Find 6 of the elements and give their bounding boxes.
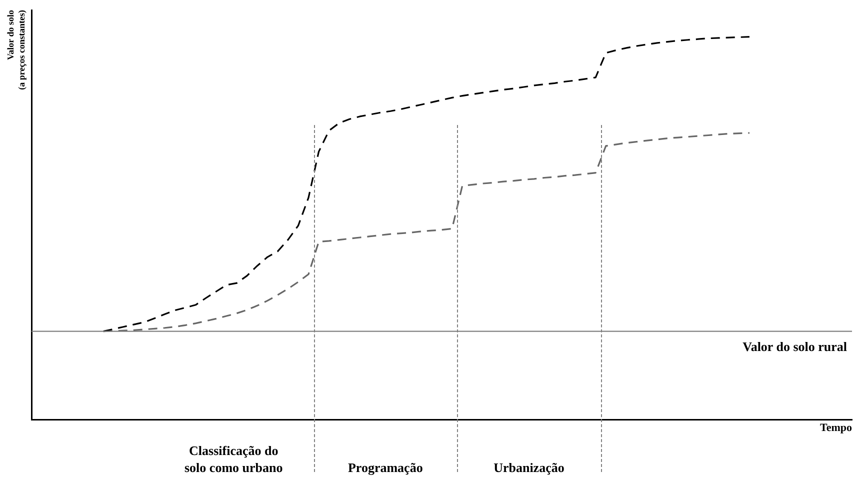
text: Programação — [348, 460, 423, 475]
text: Urbanização — [494, 460, 564, 475]
text: Classificação do solo como urbano — [184, 442, 283, 475]
x-axis-title: Tempo — [820, 422, 852, 434]
y-axis-title: Valor do solo (a preços constantes) — [6, 10, 27, 90]
ref-line-label: Valor do solo rural — [742, 339, 848, 354]
